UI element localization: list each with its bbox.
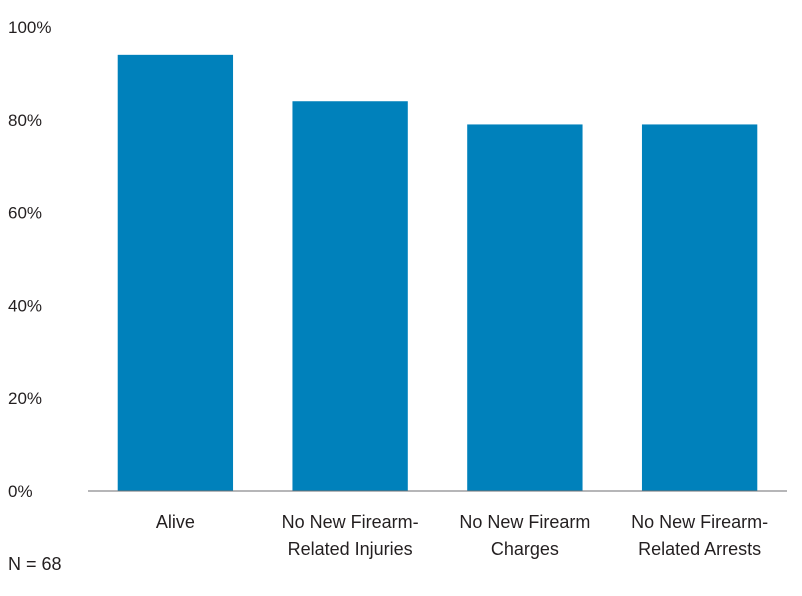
y-tick-label: 0% xyxy=(8,482,33,501)
y-tick-label: 40% xyxy=(8,296,42,315)
x-tick-label: No New Firearm-Related Injuries xyxy=(282,512,419,559)
y-tick-label: 100% xyxy=(8,18,51,37)
x-tick-label: No New Firearm-Related Arrests xyxy=(631,512,768,559)
bar xyxy=(117,54,234,492)
sample-size-note: N = 68 xyxy=(8,554,62,574)
y-tick-label: 20% xyxy=(8,389,42,408)
bar xyxy=(292,101,408,492)
bar xyxy=(641,124,758,491)
x-tick-label: Alive xyxy=(156,512,195,532)
x-tick-label: No New Firearm Charges xyxy=(459,512,590,559)
y-tick-label: 60% xyxy=(8,204,42,223)
y-tick-label: 80% xyxy=(8,111,42,130)
bar xyxy=(467,124,583,491)
